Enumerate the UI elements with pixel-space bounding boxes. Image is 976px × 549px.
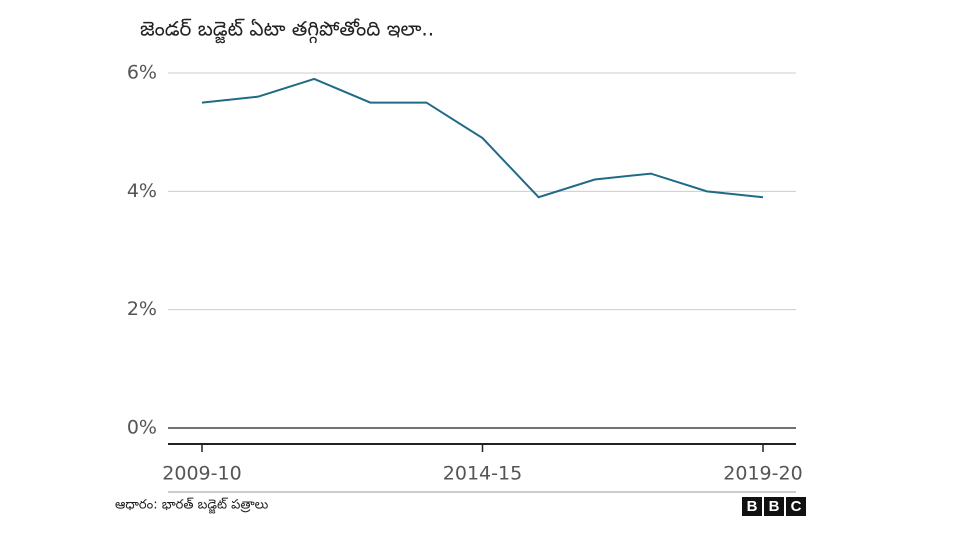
x-tick-label: 2014-15 — [443, 463, 522, 485]
data-line — [201, 77, 764, 199]
chart-title: జెండర్ బడ్జెట్ ఏటా తగ్గిపోతోంది ఇలా.. — [140, 17, 434, 44]
x-tick-label: 2019-20 — [723, 463, 802, 485]
logo-box — [742, 497, 762, 516]
x-tick-label: 2009-10 — [162, 463, 241, 485]
logo-box — [764, 497, 784, 516]
logo-box — [786, 497, 806, 516]
y-tick-label: 4% — [127, 180, 157, 202]
y-tick-label: 2% — [127, 298, 157, 320]
logo-letter: B — [747, 498, 758, 515]
y-tick-label: 6% — [127, 62, 157, 84]
source: ఆధారం: భారత్ బడ్జెట్ పత్రాలు — [115, 498, 269, 515]
y-tick-label: 0% — [127, 417, 157, 439]
logo-letter: B — [769, 498, 780, 515]
logo-letter: C — [791, 498, 802, 515]
